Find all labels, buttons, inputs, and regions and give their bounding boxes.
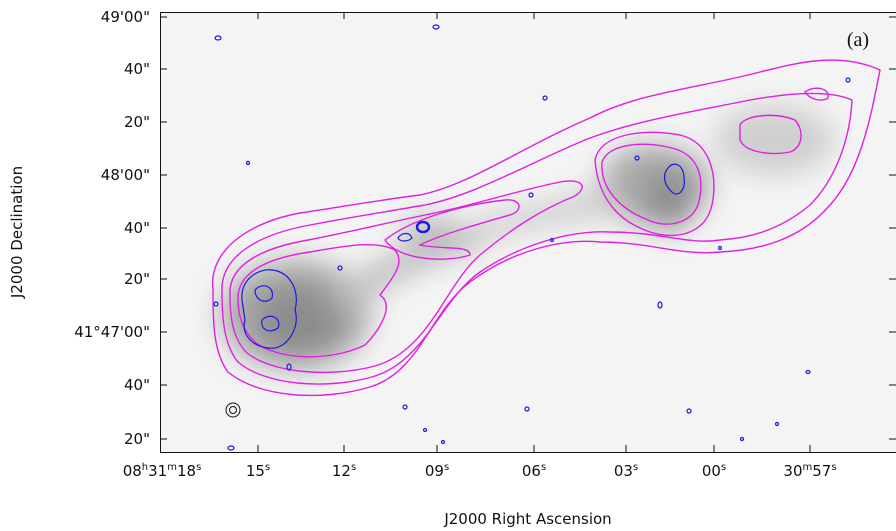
x-tick-part: s: [265, 462, 270, 473]
y-tick-label: 41°47'00": [74, 323, 150, 341]
y-tick-label: 49'00": [101, 8, 150, 26]
x-tick-part: s: [444, 462, 449, 473]
x-tick-label: 30m57s: [783, 462, 836, 480]
x-tick-part: 08: [123, 462, 142, 480]
x-tick-part: 15: [246, 462, 265, 480]
x-tick-label: 09s: [425, 462, 449, 480]
x-axis-title: J2000 Right Ascension: [443, 510, 611, 528]
x-tick-label: 06s: [522, 462, 546, 480]
x-tick-part: s: [541, 462, 546, 473]
x-tick-label: 00s: [702, 462, 726, 480]
x-tick-part: 31: [148, 462, 167, 480]
x-tick-part: s: [721, 462, 726, 473]
y-tick-label: 40": [124, 376, 150, 394]
x-tick-part: s: [633, 462, 638, 473]
x-tick-part: 18: [177, 462, 196, 480]
y-tick-label: 40": [124, 219, 150, 237]
x-tick-part: 03: [614, 462, 633, 480]
x-tick-part: 00: [702, 462, 721, 480]
x-tick-part: s: [831, 462, 836, 473]
y-tick-label: 20": [124, 430, 150, 448]
panel-label: (a): [847, 29, 869, 51]
x-tick-part: s: [196, 462, 201, 473]
y-tick-label: 48'00": [101, 166, 150, 184]
y-axis-title: J2000 Declination: [8, 166, 26, 299]
x-tick-part: 09: [425, 462, 444, 480]
x-tick-part: m: [803, 462, 813, 473]
x-tick-part: s: [351, 462, 356, 473]
image-background: [160, 12, 896, 452]
x-tick-label: 03s: [614, 462, 638, 480]
x-tick-part: 06: [522, 462, 541, 480]
x-tick-label: 15s: [246, 462, 270, 480]
x-tick-label: 08h31m18s: [123, 462, 202, 480]
figure: (a) J2000 Right Ascension J2000 Declinat…: [0, 0, 896, 531]
y-tick-label: 20": [124, 270, 150, 288]
y-tick-label: 20": [124, 113, 150, 131]
x-tick-part: 30: [783, 462, 802, 480]
x-tick-part: m: [167, 462, 177, 473]
x-tick-label: 12s: [332, 462, 356, 480]
y-tick-label: 40": [124, 60, 150, 78]
x-tick-part: 12: [332, 462, 351, 480]
x-tick-part: 57: [812, 462, 831, 480]
